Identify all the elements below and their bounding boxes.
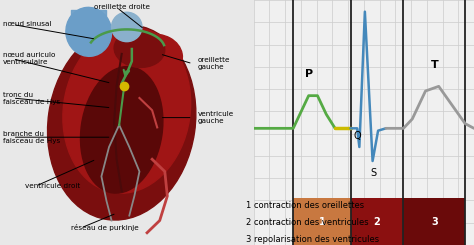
Text: Q: Q xyxy=(353,131,361,141)
Text: branche du
faisceau de Hys: branche du faisceau de Hys xyxy=(2,131,60,144)
Text: 1: 1 xyxy=(319,217,325,227)
Text: S: S xyxy=(371,168,377,178)
Text: 2: 2 xyxy=(374,217,380,227)
Text: 2 contraction des ventricules: 2 contraction des ventricules xyxy=(246,218,369,227)
Bar xyxy=(351,198,403,245)
Text: réseau de purkinje: réseau de purkinje xyxy=(71,224,139,231)
Ellipse shape xyxy=(63,27,191,193)
Text: ventricule droit: ventricule droit xyxy=(25,183,81,189)
Text: 3: 3 xyxy=(431,217,438,227)
Ellipse shape xyxy=(114,31,165,67)
Text: ventricule
gauche: ventricule gauche xyxy=(198,111,234,124)
Ellipse shape xyxy=(47,25,196,220)
Bar xyxy=(403,198,465,245)
Ellipse shape xyxy=(66,7,111,56)
Ellipse shape xyxy=(122,34,182,84)
Text: 1 contraction des oreillettes: 1 contraction des oreillettes xyxy=(246,201,365,210)
Text: oreillette droite: oreillette droite xyxy=(94,4,150,10)
Text: T: T xyxy=(430,60,438,70)
Text: 3 repolarisation des ventricules: 3 repolarisation des ventricules xyxy=(246,235,380,244)
Text: nœud auriculo
ventriculaire: nœud auriculo ventriculaire xyxy=(2,52,55,65)
Text: nœud sinusal: nœud sinusal xyxy=(2,22,51,27)
Ellipse shape xyxy=(81,67,163,193)
Text: tronc du
faisceau de Hys: tronc du faisceau de Hys xyxy=(2,91,60,105)
Text: P: P xyxy=(305,69,313,79)
Ellipse shape xyxy=(111,12,142,42)
Text: oreillette
gauche: oreillette gauche xyxy=(198,57,230,70)
Bar xyxy=(293,198,351,245)
